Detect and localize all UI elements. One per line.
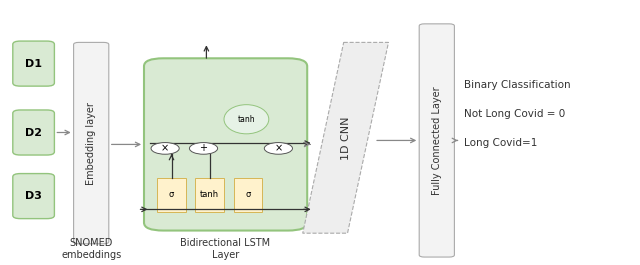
FancyBboxPatch shape bbox=[13, 110, 54, 155]
Circle shape bbox=[264, 143, 292, 154]
FancyBboxPatch shape bbox=[419, 24, 454, 257]
Text: σ: σ bbox=[245, 190, 251, 199]
Text: ×: × bbox=[161, 143, 169, 153]
FancyBboxPatch shape bbox=[144, 58, 307, 231]
Text: Embedding layer: Embedding layer bbox=[86, 102, 96, 184]
Text: D2: D2 bbox=[25, 127, 42, 138]
Text: σ: σ bbox=[168, 190, 174, 199]
Circle shape bbox=[189, 143, 218, 154]
Bar bbox=[234, 178, 262, 212]
Text: Long Covid=1: Long Covid=1 bbox=[464, 138, 538, 148]
Bar bbox=[195, 178, 224, 212]
Circle shape bbox=[151, 143, 179, 154]
Text: Fully Connected Layer: Fully Connected Layer bbox=[432, 86, 442, 195]
Text: ×: × bbox=[275, 143, 282, 153]
FancyBboxPatch shape bbox=[74, 42, 109, 244]
Text: D3: D3 bbox=[25, 191, 42, 201]
Text: tanh: tanh bbox=[237, 115, 255, 124]
FancyBboxPatch shape bbox=[13, 174, 54, 219]
Text: 1D CNN: 1D CNN bbox=[340, 116, 351, 160]
Text: D1: D1 bbox=[25, 59, 42, 69]
Polygon shape bbox=[303, 42, 388, 233]
Text: Not Long Covid = 0: Not Long Covid = 0 bbox=[464, 109, 565, 119]
Ellipse shape bbox=[224, 105, 269, 134]
Text: Bidirectional LSTM
Layer: Bidirectional LSTM Layer bbox=[180, 238, 270, 260]
Text: Binary Classification: Binary Classification bbox=[464, 80, 571, 90]
Text: +: + bbox=[200, 143, 207, 153]
Bar bbox=[157, 178, 186, 212]
FancyBboxPatch shape bbox=[13, 41, 54, 86]
Text: SNOMED
embeddings: SNOMED embeddings bbox=[61, 238, 122, 260]
Text: tanh: tanh bbox=[200, 190, 219, 199]
